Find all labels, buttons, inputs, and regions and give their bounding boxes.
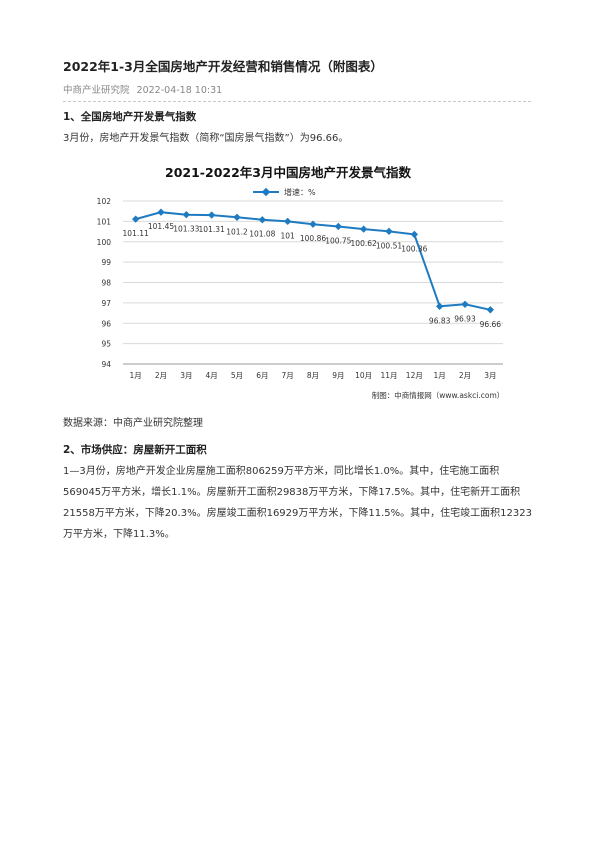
x-tick-label: 2月 bbox=[459, 371, 471, 380]
chart-credit: 制图：中商情报网（www.askci.com） bbox=[372, 390, 505, 400]
article-datetime: 2022-04-18 10:31 bbox=[136, 85, 223, 96]
data-label: 101.2 bbox=[226, 227, 248, 236]
x-tick-label: 5月 bbox=[231, 371, 243, 380]
data-label: 96.93 bbox=[454, 314, 476, 323]
data-point bbox=[182, 210, 191, 219]
data-label: 101.31 bbox=[199, 225, 225, 234]
x-tick-label: 12月 bbox=[406, 371, 423, 380]
section-heading: 1、全国房地产开发景气指数 bbox=[63, 111, 197, 123]
data-label: 101.45 bbox=[148, 222, 174, 231]
y-tick-label: 100 bbox=[97, 238, 112, 247]
data-point bbox=[157, 208, 165, 216]
data-label: 100.36 bbox=[401, 244, 427, 253]
data-source-note: 数据来源：中商产业研究院整理 bbox=[63, 418, 203, 429]
chart-legend: 增速：% bbox=[253, 187, 316, 197]
article-source[interactable]: 中商产业研究院 bbox=[63, 85, 130, 96]
y-tick-label: 96 bbox=[101, 319, 111, 328]
x-tick-label: 8月 bbox=[307, 371, 319, 380]
section-paragraph: 3月份，房地产开发景气指数（简称“国房景气指数”）为96.66。 bbox=[63, 133, 349, 144]
data-label: 100.62 bbox=[351, 239, 377, 248]
article-title: 2022年1-3月全国房地产开发经营和销售情况（附图表） bbox=[63, 59, 383, 74]
legend-marker bbox=[261, 187, 271, 197]
data-point bbox=[309, 220, 317, 228]
x-tick-label: 1月 bbox=[434, 371, 446, 380]
x-tick-label: 9月 bbox=[332, 371, 344, 380]
section-heading: 2、市场供应：房屋新开工面积 bbox=[63, 444, 207, 456]
legend-label: 增速：% bbox=[284, 187, 316, 197]
data-point bbox=[131, 215, 140, 223]
data-point bbox=[283, 217, 292, 226]
x-tick-label: 11月 bbox=[380, 371, 397, 380]
x-tick-label: 4月 bbox=[206, 371, 218, 380]
y-tick-label: 94 bbox=[101, 360, 111, 369]
data-label: 101.08 bbox=[249, 230, 275, 239]
x-tick-label: 3月 bbox=[484, 371, 496, 380]
data-point bbox=[385, 227, 393, 236]
divider bbox=[63, 101, 531, 102]
y-tick-label: 98 bbox=[101, 279, 111, 288]
data-label: 100.86 bbox=[300, 234, 326, 243]
data-label: 100.75 bbox=[325, 236, 351, 245]
x-tick-label: 1月 bbox=[130, 371, 142, 380]
data-point bbox=[435, 302, 444, 311]
x-tick-label: 6月 bbox=[256, 371, 268, 380]
data-point bbox=[334, 222, 343, 231]
chart-svg: 2021-2022年3月中国房地产开发景气指数 增速：% 94 95 96 97 98 9… bbox=[97, 165, 505, 400]
y-tick-label: 97 bbox=[101, 299, 111, 308]
data-label: 100.51 bbox=[376, 241, 402, 250]
x-tick-label: 10月 bbox=[355, 371, 372, 380]
data-label: 101.33 bbox=[173, 225, 199, 234]
chart-title: 2021-2022年3月中国房地产开发景气指数 bbox=[165, 165, 411, 180]
y-tick-label: 102 bbox=[97, 197, 112, 206]
data-point bbox=[461, 300, 469, 308]
y-tick-label: 95 bbox=[101, 340, 111, 349]
x-tick-label: 2月 bbox=[155, 371, 167, 380]
data-label: 96.66 bbox=[480, 320, 502, 329]
data-point bbox=[410, 230, 419, 239]
data-point bbox=[233, 213, 241, 221]
y-tick-label: 101 bbox=[97, 217, 112, 226]
article-meta: 中商产业研究院 2022-04-18 10:31 bbox=[63, 82, 222, 96]
y-tick-label: 99 bbox=[101, 258, 111, 267]
data-label: 101 bbox=[281, 231, 296, 240]
index-chart: 2021-2022年3月中国房地产开发景气指数 增速：% 94 95 96 97 98 9… bbox=[63, 156, 513, 406]
data-label: 96.83 bbox=[429, 316, 451, 325]
data-point bbox=[359, 225, 368, 233]
data-point bbox=[258, 216, 267, 224]
x-tick-label: 3月 bbox=[180, 371, 192, 380]
data-point bbox=[486, 306, 495, 314]
data-label: 101.11 bbox=[123, 229, 149, 238]
section-paragraph: 1—3月份，房地产开发企业房屋施工面积806259万平方米，同比增长1.0%。其… bbox=[63, 466, 532, 540]
x-tick-label: 7月 bbox=[282, 371, 294, 380]
data-point bbox=[207, 211, 216, 219]
